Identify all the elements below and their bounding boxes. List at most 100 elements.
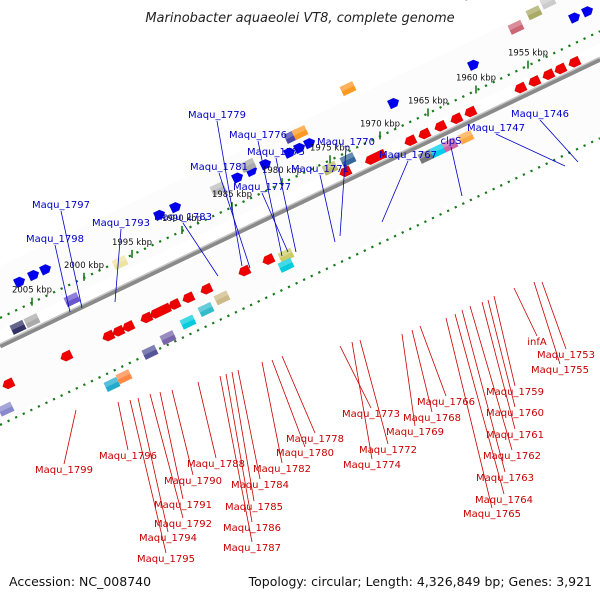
top-leader-line <box>275 157 297 253</box>
bottom-gene-label: Maqu_1761 <box>486 430 544 441</box>
bottom-leader-line <box>117 401 129 451</box>
kbp-tick-label: 2000 kbp <box>64 261 104 271</box>
lower-dotted-border <box>0 137 600 426</box>
top-leader-line <box>381 160 409 223</box>
bottom-leader-line <box>197 381 217 459</box>
feature-box <box>159 330 177 346</box>
bottom-leader-line <box>137 397 169 533</box>
bottom-gene-label: Maqu_1784 <box>231 480 289 491</box>
top-gene-label: Maqu_1770 <box>317 137 375 148</box>
bottom-leader-line <box>445 317 493 509</box>
bottom-gene-label: Maqu_1795 <box>137 554 195 565</box>
kbp-tick-label: 1955 kbp <box>508 49 548 59</box>
forward-gene <box>302 137 316 150</box>
feature-box <box>0 401 15 417</box>
bottom-leader-line <box>63 409 77 465</box>
feature-box <box>339 81 357 97</box>
top-gene-label: Maqu_1793 <box>92 218 150 229</box>
top-leader-line <box>319 174 336 243</box>
gene-layer <box>0 0 594 417</box>
feature-box <box>179 314 197 330</box>
feature-box <box>141 344 159 360</box>
bottom-leader-line <box>493 295 516 387</box>
top-gene-label: Maqu_1747 <box>467 123 525 134</box>
forward-gene <box>386 97 400 110</box>
bottom-gene-label: Maqu_1790 <box>164 476 222 487</box>
bottom-leader-line <box>149 393 184 519</box>
top-leader-line <box>218 172 251 269</box>
kbp-tick-label: 1960 kbp <box>456 73 496 83</box>
bottom-leader-line <box>469 305 513 451</box>
top-leader-line <box>339 147 347 237</box>
kbp-tick-label: 1985 kbp <box>212 190 252 200</box>
top-gene-label: Maqu_1781 <box>190 162 248 173</box>
kbp-tick-label: 2005 kbp <box>12 286 52 296</box>
map-title: Marinobacter aquaeolei VT8, complete gen… <box>145 11 454 26</box>
feature-box <box>441 137 459 153</box>
bottom-gene-label: Maqu_1785 <box>225 502 283 513</box>
bottom-gene-label: Maqu_1764 <box>475 495 533 506</box>
bottom-leader-line <box>401 333 416 427</box>
forward-gene <box>26 269 40 282</box>
reverse-gene <box>404 134 418 147</box>
bottom-gene-label: Maqu_1773 <box>342 409 400 420</box>
reverse-gene <box>450 112 464 125</box>
bottom-leader-line <box>231 371 255 502</box>
bottom-leader-line <box>339 345 372 409</box>
bottom-gene-label: Maqu_1759 <box>486 387 544 398</box>
upper-dotted-border <box>0 30 600 319</box>
bottom-gene-label: Maqu_1753 <box>537 350 595 361</box>
bottom-leader-line <box>461 309 506 473</box>
reverse-gene <box>528 74 542 87</box>
reverse-gene <box>168 297 182 311</box>
bottom-leader-line <box>129 399 167 554</box>
lower-track-band <box>0 63 600 420</box>
reverse-gene <box>364 148 388 166</box>
top-gene-label: Maqu_1783 <box>154 212 212 223</box>
feature-box <box>457 129 475 145</box>
reverse-gene <box>554 62 568 75</box>
reverse-gene <box>149 302 173 319</box>
feature-box <box>239 157 257 173</box>
feature-box <box>103 376 121 392</box>
bottom-leader-line <box>225 373 253 523</box>
feature-box <box>197 302 215 318</box>
bottom-gene-label: Maqu_1762 <box>483 451 541 462</box>
bottom-gene-label: Maqu_1787 <box>223 543 281 554</box>
kbp-tick-label: 1970 kbp <box>360 119 400 129</box>
bottom-leader-line <box>261 361 283 464</box>
bottom-gene-label: Maqu_1766 <box>417 397 475 408</box>
feature-box <box>291 125 309 141</box>
reverse-gene <box>182 291 196 304</box>
forward-gene <box>580 5 594 18</box>
bottom-gene-label: Maqu_1782 <box>253 464 311 475</box>
bottom-gene-label: Maqu_1769 <box>386 427 444 438</box>
bottom-leader-line <box>533 281 561 365</box>
bottom-leader-line <box>481 301 516 430</box>
reverse-gene <box>339 165 353 178</box>
feature-box <box>339 152 357 168</box>
track-layer <box>0 30 600 426</box>
forward-gene <box>282 147 296 160</box>
bottom-leader-line <box>281 355 316 434</box>
forward-gene <box>292 142 306 155</box>
bottom-leader-line <box>237 369 261 480</box>
feature-box <box>525 5 543 21</box>
feature-box <box>507 19 525 35</box>
bottom-gene-label: Maqu_1788 <box>187 459 245 470</box>
forward-gene <box>152 209 166 222</box>
reverse-gene <box>112 324 126 337</box>
top-leader-line <box>495 133 566 167</box>
feature-box <box>23 313 41 329</box>
top-leader-line <box>216 120 243 267</box>
tick-layer: 2005 kbp 2000 kbp 1995 kbp 1990 kbp 1985 kbp… <box>12 49 548 306</box>
bottom-leader-line <box>351 341 373 460</box>
bottom-gene-label: infA <box>527 337 547 348</box>
top-gene-label: Maqu_1779 <box>188 110 246 121</box>
bottom-gene-label: Maqu_1763 <box>476 473 534 484</box>
bottom-gene-label: Maqu_1799 <box>35 465 93 476</box>
feature-box <box>417 148 435 164</box>
reverse-gene <box>542 68 556 81</box>
feature-box <box>213 290 231 306</box>
bottom-leader-line <box>454 313 505 495</box>
